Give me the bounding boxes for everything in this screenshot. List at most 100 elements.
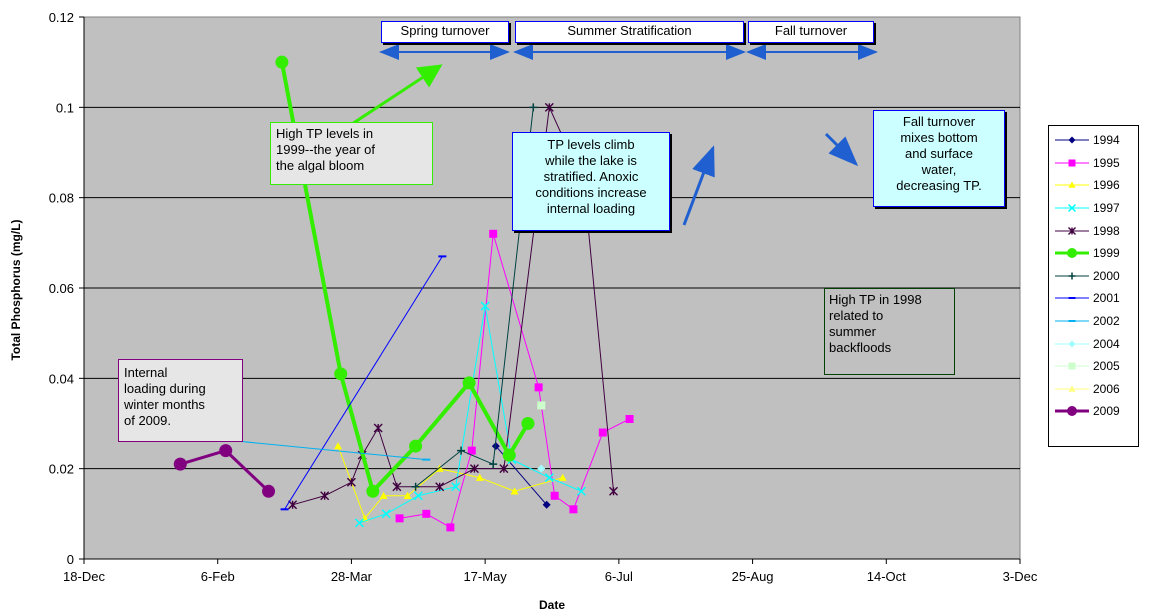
annotation-line: loading during — [124, 381, 206, 396]
data-point — [373, 423, 383, 433]
data-point — [366, 484, 380, 498]
data-point — [510, 487, 519, 495]
data-point — [320, 491, 330, 501]
data-point — [1068, 272, 1076, 280]
data-point — [1068, 226, 1076, 235]
legend-label: 1996 — [1093, 178, 1120, 193]
annotation-line: backfloods — [829, 340, 892, 355]
legend-label: 2004 — [1093, 336, 1120, 351]
x-tick-label: 6-Jul — [605, 569, 633, 584]
data-point — [569, 505, 578, 514]
series-layer — [173, 55, 634, 532]
series-1995 — [395, 229, 634, 532]
data-point — [1068, 362, 1076, 370]
legend-swatch — [1055, 297, 1089, 300]
legend-label: 2001 — [1093, 291, 1120, 306]
data-point — [413, 491, 423, 501]
legend-label: 2009 — [1093, 404, 1120, 419]
data-point — [219, 444, 233, 458]
legend: 1994 1995 1996 1997 1998 1999 2000 2001 2002 2004… — [1048, 125, 1139, 447]
y-tick-label: 0.1 — [56, 100, 74, 115]
annotation-line: of 2009. — [124, 413, 171, 428]
annotation-fall-mix: Fall turnover mixes bottom and surface w… — [873, 110, 1005, 207]
series-2001 — [280, 255, 447, 511]
data-point — [1067, 248, 1077, 259]
data-point — [346, 477, 356, 487]
data-point — [544, 473, 554, 483]
x-tick-label: 14-Oct — [867, 569, 906, 584]
tp-1999-arrow — [351, 64, 443, 126]
legend-swatch — [1055, 272, 1089, 280]
data-point — [1068, 159, 1076, 167]
data-point — [422, 509, 431, 518]
series-2000 — [411, 103, 538, 491]
data-point — [598, 428, 607, 437]
series-line — [359, 305, 582, 524]
legend-item-1994: 1994 — [1053, 129, 1138, 152]
annotation-line: conditions increase — [535, 185, 647, 200]
series-2004 — [537, 464, 546, 473]
data-point — [409, 439, 423, 453]
climb-arrow — [682, 145, 715, 226]
data-point — [446, 523, 455, 532]
data-point — [275, 55, 289, 69]
data-point — [1067, 204, 1077, 213]
data-point — [625, 414, 634, 423]
series-2005 — [537, 401, 546, 410]
annotation-tp-1999: High TP levels in 1999--the year of the … — [270, 122, 433, 185]
y-tick-label: 0.02 — [49, 462, 74, 477]
legend-swatch — [1055, 362, 1089, 370]
annotation-line: Internal — [124, 365, 168, 380]
data-point — [173, 457, 187, 471]
annotation-internal-loading: Internal loading during winter months of… — [118, 359, 243, 442]
data-point — [537, 464, 546, 473]
annotation-line: decreasing TP. — [896, 178, 982, 193]
legend-swatch — [1055, 226, 1089, 235]
series-line — [284, 256, 443, 510]
annotation-line: while the lake is — [545, 153, 637, 168]
y-tick-label: 0 — [67, 552, 74, 567]
data-point — [489, 229, 498, 238]
series-1997 — [354, 301, 586, 528]
annotation-tp-1998: High TP in 1998 related to summer backfl… — [824, 288, 955, 375]
data-point — [403, 491, 412, 499]
x-axis-title: Date — [539, 598, 565, 612]
x-tick-label: 17-May — [463, 569, 507, 584]
data-point — [576, 486, 586, 496]
spring-turnover-label: Spring turnover — [381, 21, 509, 43]
data-point — [395, 514, 404, 523]
annotation-line: water, — [921, 162, 957, 177]
legend-swatch — [1055, 406, 1089, 417]
legend-label: 1994 — [1093, 133, 1120, 148]
data-point — [1067, 406, 1077, 417]
annotation-line: High TP in 1998 — [829, 292, 922, 307]
legend-swatch — [1055, 204, 1089, 213]
data-point — [1068, 181, 1076, 189]
annotation-line: mixes bottom — [900, 130, 978, 145]
legend-label: 1999 — [1093, 246, 1120, 261]
data-point — [457, 446, 466, 455]
data-point — [334, 367, 348, 381]
data-point — [381, 509, 391, 519]
data-point — [1068, 136, 1076, 144]
data-point — [379, 491, 388, 499]
annotation-line: the algal bloom — [276, 158, 365, 173]
data-point — [1068, 385, 1076, 392]
legend-item-2004: 2004 — [1053, 332, 1138, 355]
annotation-line: 1999--the year of — [276, 142, 376, 157]
annotation-line: Fall turnover — [902, 114, 976, 129]
legend-item-2005: 2005 — [1053, 355, 1138, 378]
decrease-arrow — [824, 132, 859, 167]
data-point — [392, 482, 402, 492]
data-point — [502, 448, 516, 462]
annotation-line: summer — [829, 324, 876, 339]
data-point — [334, 442, 343, 450]
fall-turnover-label: Fall turnover — [748, 21, 874, 43]
annotation-line: stratified. Anoxic — [543, 169, 639, 184]
data-point — [288, 500, 298, 510]
data-point — [489, 460, 498, 469]
y-tick-label: 0.04 — [49, 371, 74, 386]
annotation-line: High TP levels in — [276, 126, 374, 141]
legend-swatch — [1055, 181, 1089, 189]
legend-item-1995: 1995 — [1053, 152, 1138, 175]
